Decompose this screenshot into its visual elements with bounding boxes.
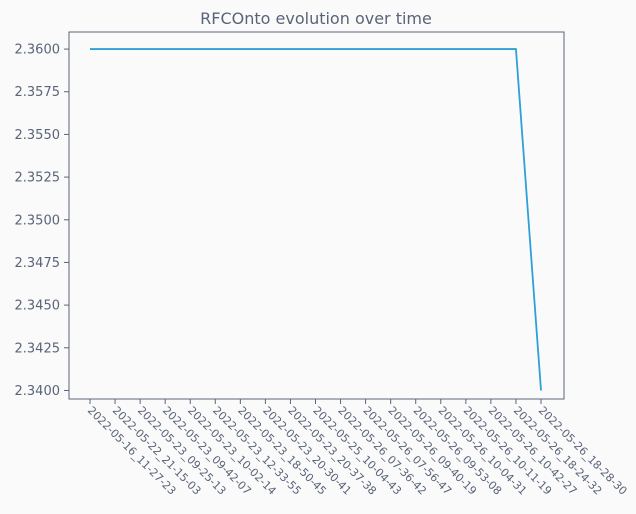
y-tick-label: 2.3450	[15, 299, 61, 314]
y-tick-label: 2.3475	[15, 256, 61, 271]
y-tick-label: 2.3575	[15, 85, 61, 100]
y-axis: 2.3400 2.3425 2.3450 2.3475 2.3500 2.3525 2.35…	[15, 43, 69, 399]
y-tick-label: 2.3550	[15, 128, 61, 143]
x-axis: 2022-05-16_11-27-232022-05-22_21-15-0320…	[85, 399, 629, 498]
y-tick-label: 2.3500	[15, 213, 61, 228]
plot-frame	[68, 31, 565, 400]
y-tick-label: 2.3400	[15, 384, 61, 399]
y-tick-label: 2.3525	[15, 171, 61, 186]
series-layer	[90, 48, 542, 391]
y-tick-label: 2.3600	[15, 43, 61, 58]
y-tick-label: 2.3425	[15, 341, 61, 356]
chart-title: RFCOnto evolution over time	[200, 9, 432, 28]
series-line	[90, 48, 542, 391]
